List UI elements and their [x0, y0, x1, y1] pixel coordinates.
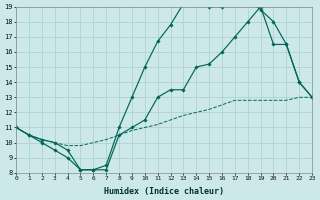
X-axis label: Humidex (Indice chaleur): Humidex (Indice chaleur): [104, 187, 224, 196]
